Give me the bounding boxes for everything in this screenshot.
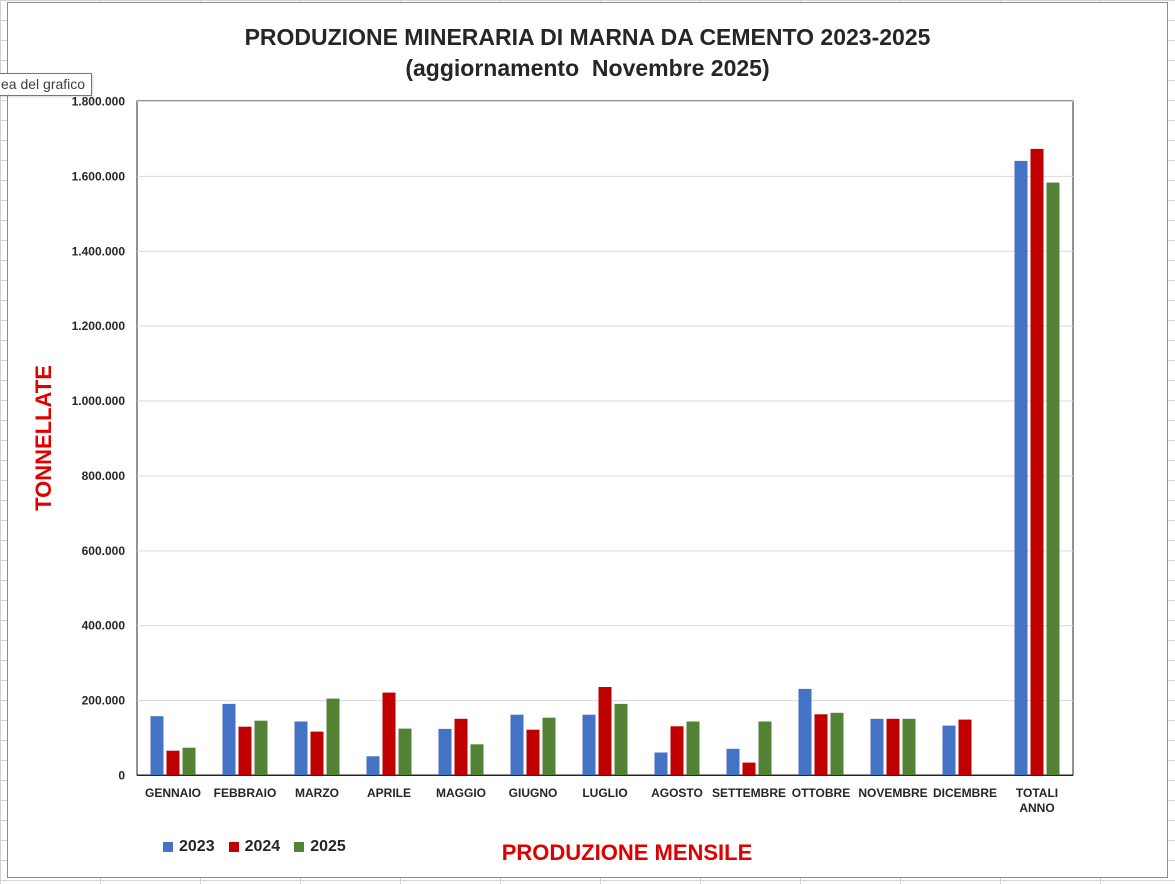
- x-tick-label: TOTALI ANNO: [1016, 786, 1058, 815]
- y-tick-label: 0: [118, 769, 125, 783]
- x-tick-label-line: AGOSTO: [651, 786, 703, 800]
- legend-item-2025[interactable]: 2025: [294, 838, 346, 856]
- bar-2024-5: [526, 729, 540, 775]
- bar-2025-9: [830, 712, 844, 775]
- bar-2024-4: [454, 718, 468, 775]
- x-tick-label-line: MARZO: [295, 786, 339, 800]
- legend-label-2025: 2025: [310, 838, 346, 855]
- x-tick-label: NOVEMBRE: [858, 786, 927, 800]
- bar-2023-10: [870, 718, 884, 775]
- bar-2024-7: [670, 726, 684, 775]
- bar-2025-5: [542, 717, 556, 775]
- legend-item-2023[interactable]: 2023: [163, 838, 215, 856]
- bar-2024-10: [886, 718, 900, 775]
- chart-title: PRODUZIONE MINERARIA DI MARNA DA CEMENTO…: [0, 22, 1175, 84]
- x-tick-label-line: OTTOBRE: [792, 786, 850, 800]
- bar-2023-1: [222, 703, 236, 775]
- bar-2025-4: [470, 744, 484, 775]
- x-tick-label-line: FEBBRAIO: [214, 786, 277, 800]
- bar-2023-7: [654, 752, 668, 775]
- bar-2024-8: [742, 762, 756, 775]
- y-tick-label: 1.800.000: [72, 95, 126, 109]
- x-tick-label: GIUGNO: [509, 786, 558, 800]
- bar-2025-2: [326, 698, 340, 775]
- bar-2025-0: [182, 747, 196, 775]
- x-tick-label: OTTOBRE: [792, 786, 850, 800]
- y-tick-label: 800.000: [82, 469, 126, 483]
- legend-swatch-2024: [228, 842, 239, 852]
- x-tick-label: APRILE: [367, 786, 411, 800]
- bar-2024-0: [166, 750, 180, 775]
- bar-2025-8: [758, 721, 772, 775]
- legend-swatch-2025: [294, 842, 305, 852]
- chart-title-line-1: PRODUZIONE MINERARIA DI MARNA DA CEMENTO…: [244, 24, 931, 50]
- bar-2023-8: [726, 748, 740, 775]
- x-tick-label-line: APRILE: [367, 786, 411, 800]
- bar-2024-3: [382, 692, 396, 775]
- bar-2023-9: [798, 688, 812, 775]
- y-tick-label: 1.200.000: [72, 319, 126, 333]
- x-tick-label-line: MAGGIO: [436, 786, 486, 800]
- x-tick-label: MARZO: [295, 786, 339, 800]
- bar-2024-2: [310, 731, 324, 775]
- legend-label-2023: 2023: [179, 838, 215, 855]
- bar-2024-9: [814, 714, 828, 775]
- x-tick-label-line: GENNAIO: [145, 786, 201, 800]
- bar-2025-10: [902, 718, 916, 775]
- x-tick-label: GENNAIO: [145, 786, 201, 800]
- x-tick-label-line: NOVEMBRE: [858, 786, 927, 800]
- bar-2024-11: [958, 719, 972, 775]
- x-axis-title: PRODUZIONE MENSILE: [501, 840, 753, 865]
- y-tick-label: 1.400.000: [72, 244, 126, 258]
- bar-2025-12: [1046, 182, 1060, 776]
- y-tick-label: 1.600.000: [72, 169, 126, 183]
- y-tick-label: 200.000: [82, 694, 126, 708]
- x-tick-label: FEBBRAIO: [214, 786, 277, 800]
- x-tick-label-line: TOTALI: [1016, 786, 1058, 800]
- x-tick-label-line: ANNO: [1019, 801, 1054, 815]
- x-tick-label: DICEMBRE: [933, 786, 997, 800]
- bar-2025-3: [398, 728, 412, 775]
- legend-swatch-2023: [163, 842, 173, 852]
- bar-2023-5: [510, 714, 524, 775]
- x-tick-label-line: SETTEMBRE: [712, 786, 786, 800]
- x-tick-label: SETTEMBRE: [712, 786, 786, 800]
- x-tick-label-line: DICEMBRE: [933, 786, 997, 800]
- bar-2023-2: [294, 721, 308, 775]
- y-tick-label: 1.000.000: [72, 394, 126, 408]
- bar-2025-7: [686, 721, 700, 775]
- x-tick-label: AGOSTO: [651, 786, 703, 800]
- bar-2024-1: [238, 726, 252, 775]
- bar-2023-12: [1014, 160, 1028, 775]
- bar-2023-6: [582, 714, 596, 775]
- y-tick-label: 600.000: [82, 544, 126, 558]
- bar-2024-6: [598, 687, 612, 775]
- bar-2023-4: [438, 728, 452, 775]
- legend-label-2024: 2024: [244, 838, 281, 855]
- bar-2025-1: [254, 720, 268, 775]
- chart-title-line-2: (aggiornamento Novembre 2025): [405, 55, 770, 81]
- x-tick-label: MAGGIO: [436, 786, 486, 800]
- x-tick-label-line: LUGLIO: [582, 786, 627, 800]
- x-tick-label: LUGLIO: [582, 786, 627, 800]
- y-tick-label: 400.000: [82, 619, 126, 633]
- chart-area-tooltip: ea del grafico: [0, 73, 93, 96]
- bar-2023-0: [150, 716, 164, 775]
- bar-2024-12: [1030, 148, 1044, 775]
- plot-frame: [136, 100, 1074, 776]
- bar-2023-3: [366, 756, 380, 775]
- x-tick-label-line: GIUGNO: [509, 786, 558, 800]
- legend-item-2024[interactable]: 2024: [228, 838, 281, 856]
- bar-2025-6: [614, 703, 628, 775]
- legend[interactable]: 2023 2024 2025: [163, 838, 346, 856]
- bar-2023-11: [942, 725, 956, 775]
